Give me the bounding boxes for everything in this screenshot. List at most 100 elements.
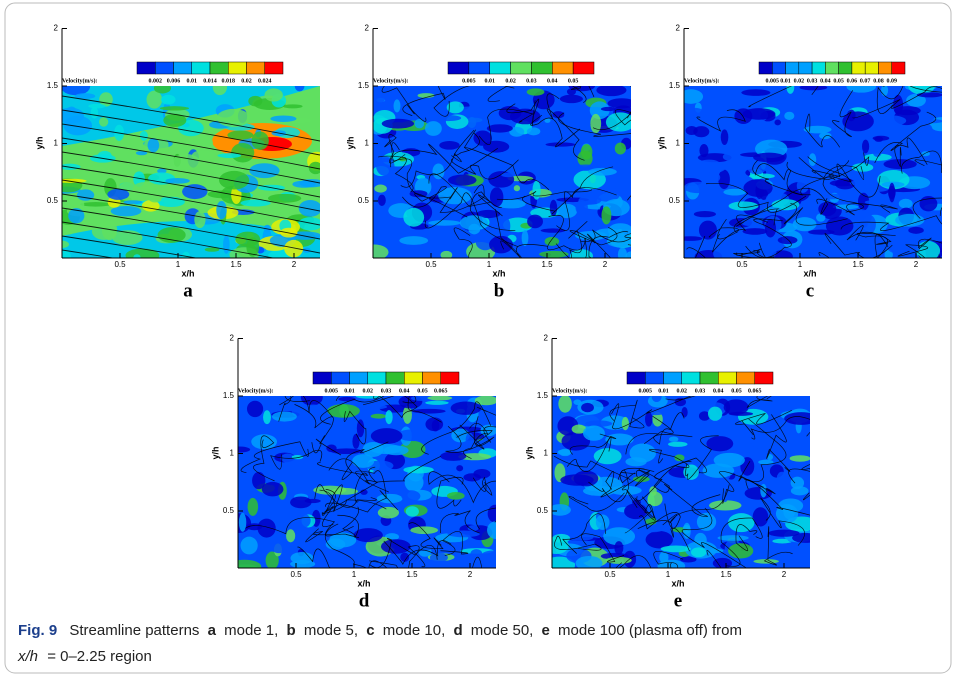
contour-blob [861, 139, 870, 154]
contour-blob [645, 530, 673, 549]
streamline [305, 528, 360, 543]
contour-blob [241, 219, 248, 225]
contour-blob [172, 153, 200, 170]
contour-blob [693, 211, 716, 218]
contour-blob [204, 247, 220, 252]
y-tick-label: 0.5 [537, 506, 549, 515]
x-tick-label: 1.5 [541, 260, 553, 269]
contour-blob [706, 436, 734, 452]
contour-blob [684, 236, 703, 241]
panel: 0.5 1 1.5 2 0.5 1 1.5 2 x/h y/h b 0.005 0.01 0.02 0.03… [345, 24, 631, 301]
contour-blob [921, 151, 930, 157]
caption-math: x/h [17, 648, 38, 665]
contour-blob [148, 194, 162, 203]
contour-blob [552, 111, 565, 119]
contour-blob [646, 559, 657, 568]
x-axis-label: x/h [803, 268, 816, 278]
streamline [917, 237, 942, 250]
contour-blob [774, 119, 781, 126]
contour-field [684, 86, 942, 258]
caption-item: mode 5, [304, 622, 358, 639]
contour-blob [559, 94, 583, 104]
contour-blob [713, 247, 726, 258]
streamline [804, 113, 841, 148]
contour-blob [425, 400, 449, 405]
streamline [454, 129, 480, 156]
contour-blob [216, 201, 227, 220]
caption-line: Fig. 9 Streamline patterns a mode 1, b m… [18, 622, 742, 639]
streamline [451, 158, 519, 180]
streamline [62, 137, 320, 184]
contour-blob [133, 254, 141, 258]
contour-blob [552, 86, 568, 95]
streamline [569, 226, 618, 246]
colorbar-swatch [468, 61, 490, 75]
colorbar-swatch [552, 61, 574, 75]
contour-blob [400, 552, 410, 562]
contour-blob [377, 506, 399, 519]
panel: 0.5 1 1.5 2 0.5 1 1.5 2 x/h y/h c 0.005 0.01 0.02 0.03… [656, 24, 942, 301]
colorbar-tick-label: 0.03 [381, 388, 392, 394]
contour-blob [784, 412, 810, 425]
x-tick-label: 1 [487, 260, 492, 269]
contour-blob [443, 159, 458, 176]
contour-blob [544, 236, 560, 246]
contour-blob [299, 472, 328, 479]
contour-blob [895, 213, 925, 227]
colorbar-swatch [663, 371, 682, 385]
contour-blob [845, 243, 852, 249]
streamline [472, 556, 483, 568]
contour-blob [468, 223, 481, 235]
contour-blob [723, 399, 749, 416]
streamline [402, 86, 446, 116]
contour-blob [617, 247, 628, 258]
colorbar-swatch [531, 61, 553, 75]
contour-blob [558, 396, 572, 413]
streamline [708, 218, 739, 240]
contour-blob [651, 396, 662, 403]
contour-blob [668, 436, 679, 442]
contour-blob [338, 396, 356, 402]
contour-blob [607, 98, 631, 109]
colorbar-label: Velocity(m/s): [62, 77, 97, 84]
colorbar-swatch [699, 371, 719, 385]
colorbar-tick-label: 0.05 [417, 388, 428, 394]
contour-blob [925, 124, 934, 142]
contour-blob [539, 250, 569, 258]
streamline [735, 248, 768, 258]
contour-blob [556, 203, 578, 219]
contour-blob [559, 448, 572, 457]
contour-blob [356, 419, 365, 438]
contour-blob [625, 251, 631, 258]
contour-blob [753, 152, 785, 163]
contour-blob [728, 543, 754, 559]
contour-blob [207, 190, 237, 199]
streamline [456, 424, 493, 450]
contour-blob [381, 118, 415, 129]
contour-blob [849, 180, 867, 186]
streamline [653, 412, 693, 445]
contour-blob [575, 555, 603, 568]
contour-blob [219, 170, 250, 190]
contour-blob [246, 237, 260, 257]
contour-blob [261, 481, 284, 497]
contour-blob [609, 485, 642, 496]
contour-blob [296, 169, 306, 178]
colorbar-swatch [758, 61, 773, 75]
colorbar-tick-label: 0.01 [344, 388, 355, 394]
streamline [522, 166, 614, 215]
streamline [562, 513, 606, 554]
contour-blob [231, 143, 255, 163]
streamline [681, 507, 747, 568]
contour-blob [540, 228, 566, 233]
contour-blob [674, 454, 685, 462]
contour-blob [252, 471, 266, 490]
streamline [253, 435, 275, 482]
contour-blob [748, 475, 763, 482]
contour-blob [374, 184, 387, 193]
contour-blob [720, 129, 729, 145]
colorbar-swatch [878, 61, 892, 75]
streamline [476, 406, 496, 416]
streamline [433, 86, 515, 117]
x-tick-label: 0.5 [290, 570, 302, 579]
